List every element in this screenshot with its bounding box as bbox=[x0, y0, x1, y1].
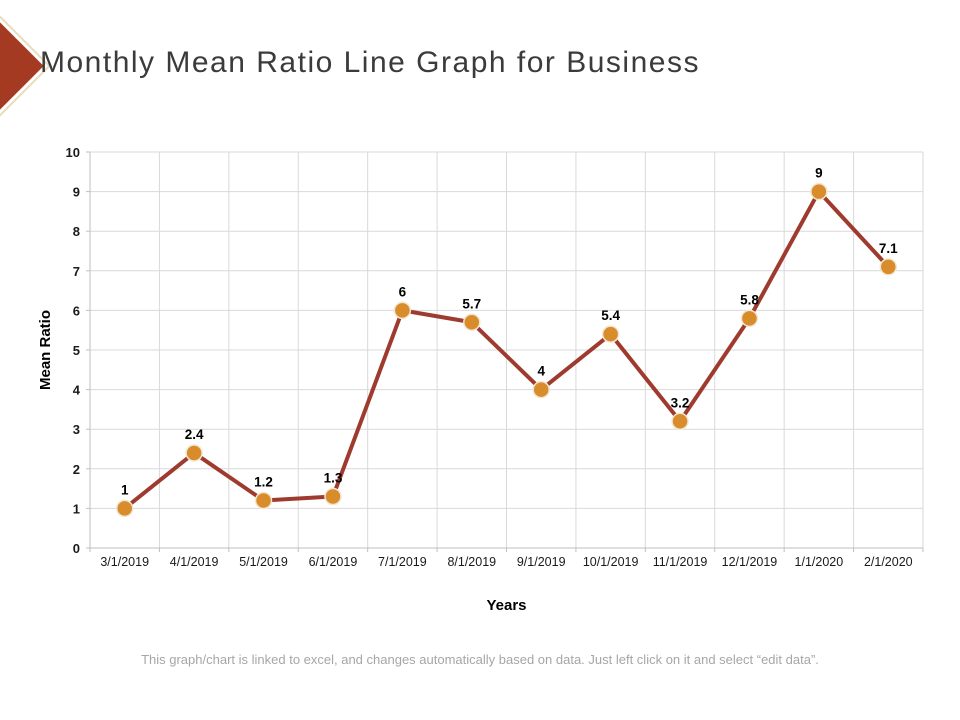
y-tick-label: 2 bbox=[73, 462, 80, 477]
data-point bbox=[810, 182, 828, 201]
y-tick-label: 0 bbox=[73, 541, 80, 556]
data-label: 5.7 bbox=[462, 296, 481, 311]
y-tick-label: 8 bbox=[73, 224, 80, 239]
data-label: 1 bbox=[121, 482, 129, 497]
data-label: 6 bbox=[399, 284, 407, 299]
x-tick-label: 8/1/2019 bbox=[447, 555, 496, 569]
footer-note: This graph/chart is linked to excel, and… bbox=[141, 652, 819, 667]
line-chart: 0 1 2 3 4 5 6 7 8 9 10 3/1/2019 4/1/2019 5/1/2019 6/1/… bbox=[0, 130, 960, 630]
data-point bbox=[740, 309, 759, 328]
data-point bbox=[671, 412, 689, 431]
data-point bbox=[879, 258, 898, 276]
x-tick-label: 4/1/2019 bbox=[170, 555, 219, 569]
data-point bbox=[463, 313, 481, 332]
x-tick-label: 1/1/2020 bbox=[795, 555, 844, 569]
x-tick-label: 5/1/2019 bbox=[239, 555, 288, 569]
data-point bbox=[601, 325, 620, 343]
page-title: Monthly Mean Ratio Line Graph for Busine… bbox=[40, 46, 700, 79]
data-point bbox=[185, 444, 203, 462]
y-tick-label: 4 bbox=[73, 383, 81, 398]
data-point bbox=[532, 380, 550, 399]
y-tick-label: 10 bbox=[66, 145, 80, 160]
x-tick-label: 12/1/2019 bbox=[722, 555, 778, 569]
data-label: 9 bbox=[815, 166, 823, 181]
y-tick-label: 6 bbox=[73, 303, 80, 318]
data-label: 7.1 bbox=[879, 241, 898, 256]
y-tick-label: 9 bbox=[73, 185, 80, 200]
x-tick-label: 11/1/2019 bbox=[653, 555, 708, 569]
series-line bbox=[122, 189, 891, 511]
data-label: 1.2 bbox=[254, 474, 273, 489]
data-label: 2.4 bbox=[185, 427, 204, 442]
x-tick-label: 3/1/2019 bbox=[100, 555, 149, 569]
data-label: 1.3 bbox=[324, 471, 343, 486]
y-tick-label: 7 bbox=[73, 264, 80, 279]
x-tick-label: 7/1/2019 bbox=[378, 555, 427, 569]
data-label: 3.2 bbox=[671, 395, 690, 410]
x-axis-title: Years bbox=[486, 597, 526, 614]
data-point bbox=[393, 301, 412, 320]
x-tick-label: 10/1/2019 bbox=[583, 555, 639, 569]
data-label: 4 bbox=[537, 364, 545, 379]
x-tick-label: 9/1/2019 bbox=[517, 555, 566, 569]
y-tick-label: 3 bbox=[73, 422, 80, 437]
data-point bbox=[254, 491, 273, 510]
slide-header: Monthly Mean Ratio Line Graph for Busine… bbox=[0, 0, 960, 120]
y-tick-label: 5 bbox=[73, 343, 80, 358]
y-tick-label: 1 bbox=[73, 501, 80, 516]
data-point bbox=[115, 499, 134, 518]
data-point bbox=[324, 487, 342, 506]
diamond-bullet-icon-fill bbox=[0, 19, 44, 113]
x-tick-label: 6/1/2019 bbox=[309, 555, 358, 569]
y-axis-title: Mean Ratio bbox=[37, 310, 54, 390]
line-chart-svg: 0 1 2 3 4 5 6 7 8 9 10 3/1/2019 4/1/2019 5/1/2019 6/1/… bbox=[37, 145, 924, 614]
data-label: 5.8 bbox=[740, 292, 759, 307]
x-tick-label: 2/1/2020 bbox=[864, 555, 913, 569]
data-label: 5.4 bbox=[601, 308, 620, 323]
